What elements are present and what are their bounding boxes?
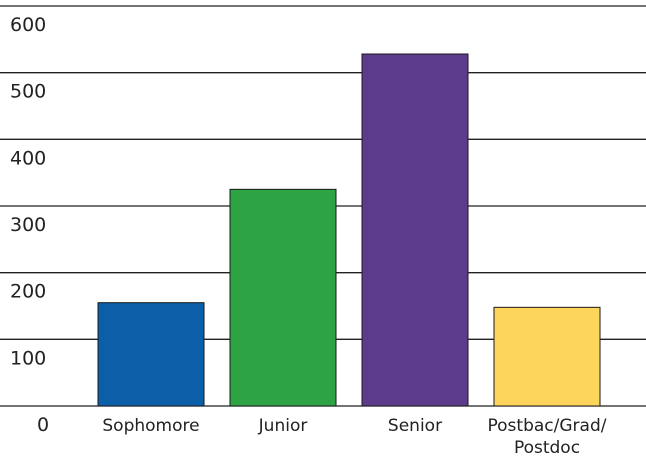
x-axis-category-labels: Sophomore Junior Senior Postbac/Grad/Postdo…	[102, 416, 606, 457]
bar-sophomore	[97, 302, 205, 407]
y-tick-label: 0	[37, 414, 49, 436]
y-tick-label: 300	[10, 214, 46, 236]
y-tick-label: 200	[10, 281, 46, 303]
x-category-label: Sophomore	[102, 416, 199, 436]
x-category-label: Senior	[388, 416, 442, 436]
y-tick-label: 400	[10, 147, 46, 169]
bar-postbac-grad-postdoc	[493, 306, 601, 407]
bars	[97, 53, 601, 407]
x-category-label: Postbac/Grad/Postdoc	[488, 416, 607, 457]
y-tick-label: 100	[10, 347, 46, 369]
bar-junior	[229, 188, 337, 407]
bar-senior	[361, 53, 469, 407]
x-category-label: Junior	[258, 416, 308, 436]
y-axis-tick-labels: 0 100 200 300 400 500 600	[10, 14, 49, 436]
y-tick-label: 600	[10, 14, 46, 36]
y-tick-label: 500	[10, 81, 46, 103]
